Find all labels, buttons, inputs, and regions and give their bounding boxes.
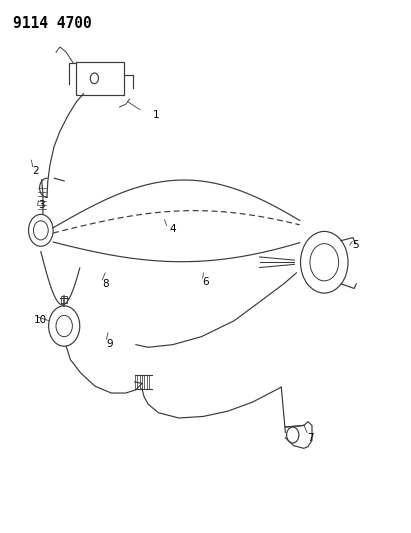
Circle shape: [28, 214, 53, 246]
FancyBboxPatch shape: [76, 62, 125, 95]
Circle shape: [90, 73, 99, 84]
Text: 9114 4700: 9114 4700: [13, 15, 92, 30]
Circle shape: [300, 231, 348, 293]
Text: 5: 5: [352, 240, 358, 250]
Text: 1: 1: [153, 110, 159, 120]
Text: 10: 10: [34, 314, 47, 325]
Text: 8: 8: [102, 279, 109, 288]
Circle shape: [310, 244, 339, 281]
Circle shape: [48, 306, 80, 346]
Text: 9: 9: [106, 338, 113, 349]
Text: 7: 7: [307, 433, 313, 443]
Text: 3: 3: [38, 200, 45, 211]
Circle shape: [56, 316, 72, 337]
Text: 2: 2: [32, 166, 39, 176]
Circle shape: [33, 221, 48, 240]
Circle shape: [286, 427, 299, 443]
Text: 4: 4: [169, 224, 176, 235]
Text: 6: 6: [202, 278, 209, 287]
